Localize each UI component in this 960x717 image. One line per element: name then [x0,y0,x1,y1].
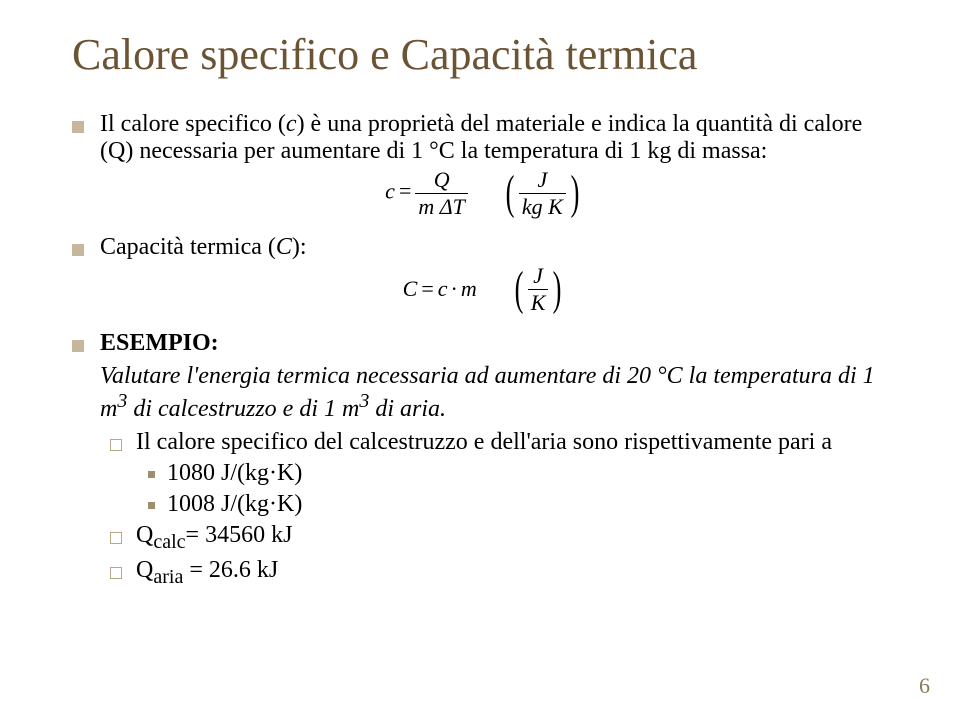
slide: { "title": "Calore specifico e Capacità … [0,0,960,717]
text: Il calore specifico del calcestruzzo e d… [136,429,896,456]
text: 1080 J/(kg·K) [167,460,896,487]
text: Capacità termica ( [100,234,276,260]
square-bullet-icon [72,121,84,133]
den: m ΔT [415,193,468,220]
var: Q [136,557,153,583]
slide-body: Il calore specifico (c) è una proprietà … [72,111,896,590]
text: Qaria = 26.6 kJ [136,557,896,589]
text: di aria. [369,396,446,422]
small-square-icon [148,471,155,478]
sup: 3 [117,390,127,412]
sub: aria [153,566,183,588]
hollow-square-icon [110,532,122,544]
var-C: C [276,234,292,260]
den: K [528,289,549,316]
text: Qcalc= 34560 kJ [136,522,896,554]
subsub-bullet-1: 1080 J/(kg·K) [72,460,896,487]
den: kg K [519,193,566,220]
bullet-1: Il calore specifico (c) è una proprietà … [72,111,896,165]
paren-unit: ( JK ) [511,263,566,316]
hollow-square-icon [110,567,122,579]
sup: 3 [359,390,369,412]
hollow-square-icon [110,439,122,451]
square-bullet-icon [72,244,84,256]
text: 1008 J/(kg·K) [167,491,896,518]
bullet-1-text: Il calore specifico (c) è una proprietà … [100,111,896,165]
text: = 34560 kJ [186,522,293,548]
num: Q [415,167,468,193]
var: C [403,276,418,301]
slide-title: Calore specifico e Capacità termica [72,30,896,81]
subsub-bullet-2: 1008 J/(kg·K) [72,491,896,518]
num: J [528,263,549,289]
var-c: c [286,111,297,137]
bullet-2-text: Capacità termica (C): [100,234,896,261]
text: di calcestruzzo e di 1 m [127,396,359,422]
var: c [438,276,448,301]
text: Il calore specifico ( [100,111,286,137]
paren-unit: ( Jkg K ) [502,167,583,220]
sub-bullet-qcalc: Qcalc= 34560 kJ [72,522,896,554]
sub-bullet-1: Il calore specifico del calcestruzzo e d… [72,429,896,456]
var: c [385,178,395,203]
bullet-2: Capacità termica (C): [72,234,896,261]
text: = 26.6 kJ [183,557,278,583]
esempio-label: ESEMPIO: [100,330,896,357]
small-square-icon [148,502,155,509]
square-bullet-icon [72,340,84,352]
page-number: 6 [919,673,930,699]
example-text: Valutare l'energia termica necessaria ad… [72,363,896,423]
formula-2: C=c·m ( JK ) [72,261,896,320]
bullet-3: ESEMPIO: [72,330,896,357]
var: Q [136,522,153,548]
formula-1: c=Qm ΔT ( Jkg K ) [72,165,896,224]
sub-bullet-qaria: Qaria = 26.6 kJ [72,557,896,589]
sub: calc [153,530,185,552]
text: ): [292,234,307,260]
var: m [461,276,477,301]
num: J [519,167,566,193]
